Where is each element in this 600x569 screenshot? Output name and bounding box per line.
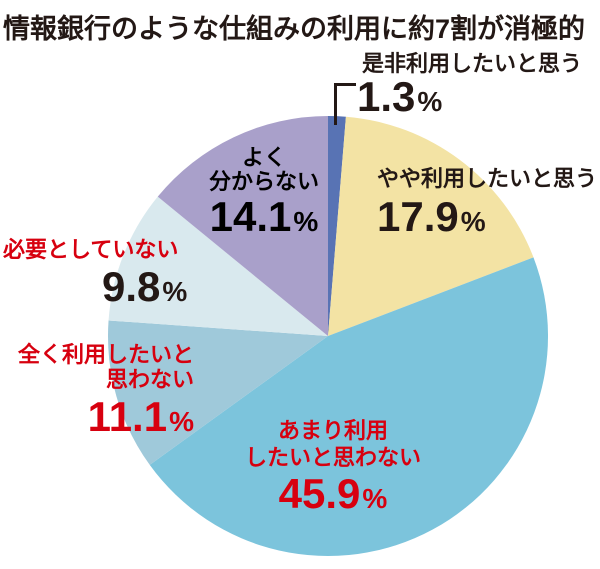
slice-value-number: 9.8 [102,263,161,310]
slice-value-never-use: 11.1% [0,396,194,438]
percent-sign: % [417,86,443,117]
leader-line-horizontal [334,83,356,86]
slice-value-somewhat-use: 17.9% [377,196,486,238]
slice-value-no-need: 9.8% [102,266,187,308]
pie-slice-1 [328,116,346,336]
pie-slice-6 [157,116,328,336]
slice-label-line-1: 全く利用したいと [17,342,194,367]
pie-slice-5 [108,196,328,336]
pie-slice-4 [108,320,328,465]
pie-slice-2 [328,116,534,336]
slice-label-somewhat-use: やや利用したいと思う [377,166,598,191]
slice-label-no-need: 必要としていない [3,237,179,262]
slice-value-rather-not-use: 45.9% [232,473,434,515]
percent-sign: % [169,406,194,437]
percent-sign: % [362,483,388,514]
slice-label-dont-know: よく 分からない 14.1% [189,146,339,238]
pie-slice-3 [149,257,549,557]
slice-value-number: 1.3 [357,73,416,120]
percent-sign: % [162,276,188,307]
slice-label-line-2: 思わない [105,367,194,392]
chart-title: 情報銀行のような仕組みの利用に約7割が消極的 [3,14,586,44]
slice-value-dont-know: 14.1% [189,196,339,238]
slice-value-number: 14.1 [209,193,292,240]
slice-label-definitely-use: 是非利用したいと思う [362,51,583,76]
slice-label-line-2: 分からない [208,169,319,194]
slice-label-rather-not-use: あまり利用 したいと思わない 45.9% [232,417,434,515]
slice-label-line-1: あまり利用 [277,418,388,443]
slice-value-number: 45.9 [278,470,361,517]
slice-label-never-use: 全く利用したいと 思わない 11.1% [0,342,194,438]
percent-sign: % [460,206,486,237]
slice-value-number: 17.9 [377,193,459,240]
slice-label-line-2: したいと思わない [244,445,421,470]
slice-value-definitely-use: 1.3% [357,76,442,118]
percent-sign: % [293,206,319,237]
slice-label-line-1: よく [241,145,286,170]
leader-line-vertical [334,83,337,125]
slice-value-number: 11.1 [87,393,168,440]
